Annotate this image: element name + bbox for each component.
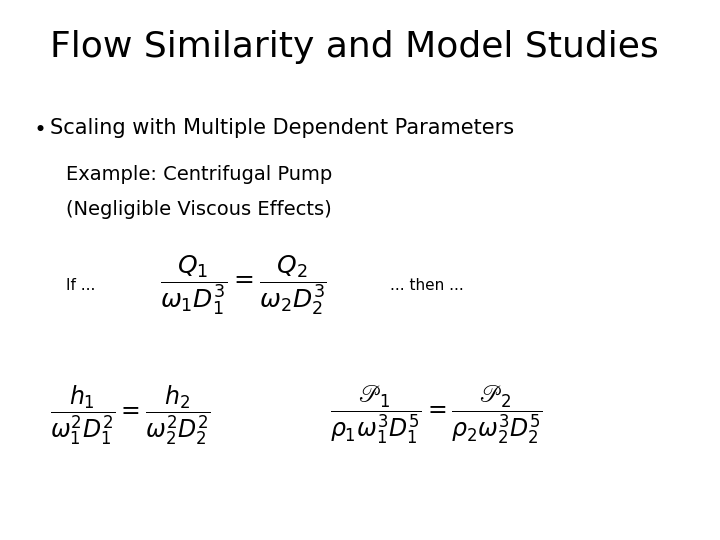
Text: Scaling with Multiple Dependent Parameters: Scaling with Multiple Dependent Paramete… bbox=[50, 118, 514, 138]
Text: (Negligible Viscous Effects): (Negligible Viscous Effects) bbox=[66, 200, 332, 219]
Text: $\dfrac{h_1}{\omega_1^2 D_1^2} = \dfrac{h_2}{\omega_2^2 D_2^2}$: $\dfrac{h_1}{\omega_1^2 D_1^2} = \dfrac{… bbox=[50, 383, 210, 447]
Text: If ...: If ... bbox=[66, 278, 95, 293]
Text: Example: Centrifugal Pump: Example: Centrifugal Pump bbox=[66, 165, 332, 184]
Text: $\dfrac{Q_1}{\omega_1 D_1^3} = \dfrac{Q_2}{\omega_2 D_2^3}$: $\dfrac{Q_1}{\omega_1 D_1^3} = \dfrac{Q_… bbox=[160, 253, 327, 316]
Text: Flow Similarity and Model Studies: Flow Similarity and Model Studies bbox=[50, 30, 659, 64]
Text: ... then ...: ... then ... bbox=[390, 278, 464, 293]
Text: $\bullet$: $\bullet$ bbox=[33, 118, 45, 138]
Text: $\dfrac{\mathscr{P}_1}{\rho_1 \omega_1^3 D_1^5} = \dfrac{\mathscr{P}_2}{\rho_2 \: $\dfrac{\mathscr{P}_1}{\rho_1 \omega_1^3… bbox=[330, 384, 543, 446]
